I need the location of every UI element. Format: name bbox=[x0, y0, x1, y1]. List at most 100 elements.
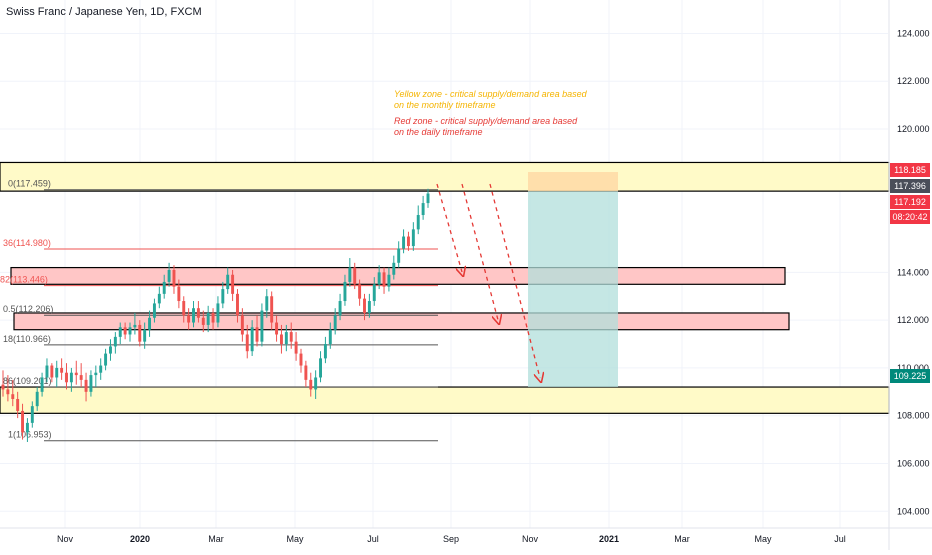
candle-body bbox=[65, 372, 68, 383]
price-label: 08:20:42 bbox=[890, 210, 930, 224]
candle-body bbox=[260, 310, 264, 342]
candle-body bbox=[35, 391, 39, 407]
candle-body bbox=[104, 353, 108, 366]
candle-body bbox=[392, 262, 396, 275]
candle-body bbox=[84, 379, 88, 392]
candle-body bbox=[387, 274, 391, 287]
candle bbox=[411, 222, 415, 251]
candle bbox=[1, 370, 5, 397]
price-tick-label: 104.000 bbox=[897, 506, 930, 516]
candle bbox=[60, 358, 64, 380]
candle bbox=[104, 348, 108, 371]
candle-body bbox=[123, 327, 127, 335]
fib-level-label: 82(113.446) bbox=[0, 275, 48, 285]
candle bbox=[211, 308, 215, 330]
candle bbox=[279, 324, 283, 354]
time-tick-label: Mar bbox=[674, 534, 690, 544]
candle-body bbox=[216, 303, 220, 323]
candle-body bbox=[69, 372, 73, 383]
candle-body bbox=[338, 301, 342, 316]
candle bbox=[221, 281, 225, 309]
candle-body bbox=[416, 215, 420, 230]
candle-body bbox=[289, 332, 293, 342]
candle-body bbox=[226, 274, 230, 290]
candle bbox=[294, 332, 298, 361]
candle bbox=[348, 258, 352, 287]
candle-body bbox=[294, 341, 298, 354]
candle bbox=[319, 351, 322, 383]
candle bbox=[402, 229, 406, 254]
time-tick-label: Jul bbox=[367, 534, 379, 544]
candle-body bbox=[406, 236, 410, 247]
candle-body bbox=[157, 293, 161, 304]
time-tick-label: Jul bbox=[834, 534, 846, 544]
fib-level-label: 0.5(112.206) bbox=[3, 304, 53, 314]
candle bbox=[333, 308, 337, 335]
price-label-text: 109.225 bbox=[894, 371, 927, 381]
price-tick-label: 122.000 bbox=[897, 76, 930, 86]
candle bbox=[397, 241, 401, 268]
yellow-zone-note: Yellow zone - critical supply/demand are… bbox=[394, 89, 588, 99]
candle-body bbox=[133, 324, 137, 328]
candle bbox=[314, 370, 318, 399]
candle bbox=[11, 379, 15, 407]
candle bbox=[367, 293, 371, 318]
candle bbox=[94, 365, 98, 388]
candle bbox=[338, 293, 342, 321]
candle-body bbox=[152, 303, 156, 318]
price-label-bg bbox=[890, 195, 930, 209]
candle bbox=[416, 205, 420, 235]
candle-body bbox=[299, 353, 303, 366]
candle bbox=[113, 332, 117, 354]
price-label-text: 117.192 bbox=[894, 197, 926, 207]
candle-body bbox=[138, 324, 142, 342]
candle-body bbox=[328, 329, 332, 345]
fib-level-label: 36(114.980) bbox=[3, 238, 51, 248]
candle bbox=[236, 289, 239, 323]
candle bbox=[231, 269, 235, 302]
price-label-text: 118.185 bbox=[894, 165, 926, 175]
candle bbox=[69, 367, 73, 392]
candle-body bbox=[172, 269, 176, 287]
candle bbox=[382, 267, 386, 294]
candle bbox=[328, 322, 332, 349]
candle-body bbox=[177, 286, 181, 302]
candle-body bbox=[11, 394, 15, 399]
candle-body bbox=[60, 367, 64, 373]
candle bbox=[372, 277, 376, 306]
candle bbox=[299, 348, 303, 373]
fib-level-label: 18(110.966) bbox=[3, 334, 51, 344]
candle bbox=[206, 305, 210, 333]
candle bbox=[109, 339, 112, 361]
candle-body bbox=[94, 372, 98, 376]
candle-body bbox=[187, 315, 191, 323]
candle bbox=[289, 322, 293, 349]
candle bbox=[138, 320, 142, 347]
candle-body bbox=[196, 308, 200, 318]
price-label: 109.225 bbox=[890, 369, 930, 383]
candle bbox=[6, 375, 10, 402]
candle bbox=[84, 372, 88, 402]
candle-body bbox=[314, 377, 318, 390]
candle bbox=[50, 363, 54, 383]
red-zone bbox=[10, 266, 786, 285]
candle-body bbox=[45, 365, 49, 378]
candle bbox=[323, 336, 327, 364]
candle-body bbox=[231, 274, 235, 294]
time-tick-label: Sep bbox=[443, 534, 459, 544]
candle bbox=[25, 418, 29, 442]
candle-body bbox=[128, 327, 132, 335]
candle bbox=[35, 387, 39, 411]
candle bbox=[358, 279, 362, 306]
candle-body bbox=[206, 312, 210, 325]
candle-body bbox=[50, 365, 54, 378]
candle bbox=[128, 322, 132, 342]
candle bbox=[216, 296, 220, 328]
candle bbox=[148, 310, 152, 337]
candle bbox=[192, 301, 195, 328]
price-label-bg bbox=[890, 163, 930, 177]
candle-body bbox=[265, 296, 269, 311]
candle bbox=[16, 391, 20, 419]
